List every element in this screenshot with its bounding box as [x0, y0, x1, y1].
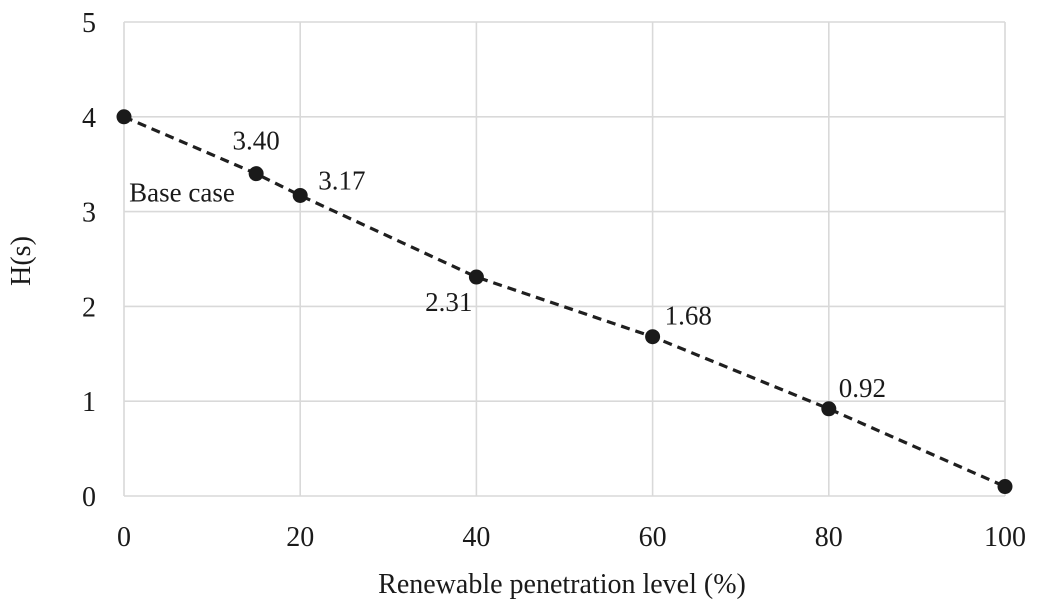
y-tick-label: 3: [82, 198, 96, 229]
x-tick-label: 40: [462, 522, 490, 553]
x-axis-title: Renewable penetration level (%): [378, 569, 746, 600]
x-tick-label: 80: [815, 522, 843, 553]
data-label: 1.68: [665, 301, 712, 331]
y-tick-label: 5: [82, 8, 96, 39]
x-tick-label: 0: [117, 522, 131, 553]
y-tick-label: 1: [82, 387, 96, 418]
y-tick-label: 0: [82, 482, 96, 513]
grid: [123, 21, 1006, 497]
data-point: [292, 187, 308, 203]
data-point: [116, 109, 132, 125]
data-label: 3.40: [233, 126, 280, 156]
data-point: [248, 166, 264, 182]
data-point: [997, 479, 1013, 495]
x-tick-label: 20: [286, 522, 314, 553]
data-labels: 3.40 3.17 2.31 1.68 0.92 Base case: [129, 126, 886, 403]
data-label: 0.92: [839, 373, 886, 403]
tick-labels: 0 1 2 3 4 5 0 20 40 60 80 100: [82, 8, 1026, 553]
data-label: 2.31: [425, 287, 472, 317]
data-point: [645, 329, 661, 345]
series: [116, 109, 1013, 495]
y-axis-title: H(s): [6, 236, 37, 286]
y-tick-label: 4: [82, 103, 96, 134]
x-tick-label: 100: [984, 522, 1026, 553]
base-case-annotation: Base case: [129, 178, 235, 208]
data-label: 3.17: [318, 165, 365, 195]
data-point: [468, 269, 484, 285]
data-point: [821, 401, 837, 417]
y-tick-label: 2: [82, 292, 96, 323]
x-tick-label: 60: [639, 522, 667, 553]
